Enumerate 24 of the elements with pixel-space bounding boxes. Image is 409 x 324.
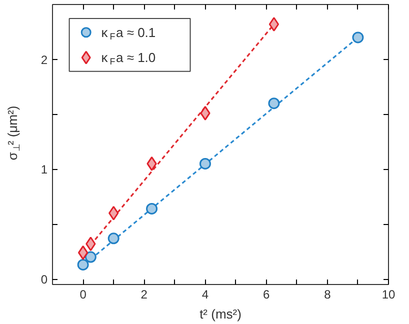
- x-tick-label: 8: [324, 288, 332, 302]
- y-tick-label: 0: [40, 272, 48, 287]
- point: [86, 236, 96, 252]
- point: [108, 206, 119, 220]
- point: [268, 17, 280, 32]
- x-tick-label: 0: [80, 288, 87, 302]
- point: [77, 258, 89, 270]
- point: [352, 32, 364, 44]
- point: [108, 232, 120, 244]
- y-axis-title: σ⊥² (μm²): [5, 106, 22, 160]
- point: [146, 156, 157, 171]
- point: [84, 251, 96, 263]
- x-tick-label: 4: [202, 288, 209, 302]
- x-tick-label: 10: [382, 288, 396, 302]
- x-tick-label: 2: [140, 288, 148, 302]
- x-axis-title: t² (ms²): [200, 306, 242, 322]
- y-tick-label: 1: [40, 162, 48, 177]
- x-tick-label: 6: [262, 288, 270, 302]
- point: [78, 245, 88, 260]
- point: [268, 98, 280, 110]
- point: [146, 202, 158, 214]
- point: [199, 158, 211, 170]
- point: [200, 106, 210, 120]
- y-tick-label: 2: [40, 52, 48, 67]
